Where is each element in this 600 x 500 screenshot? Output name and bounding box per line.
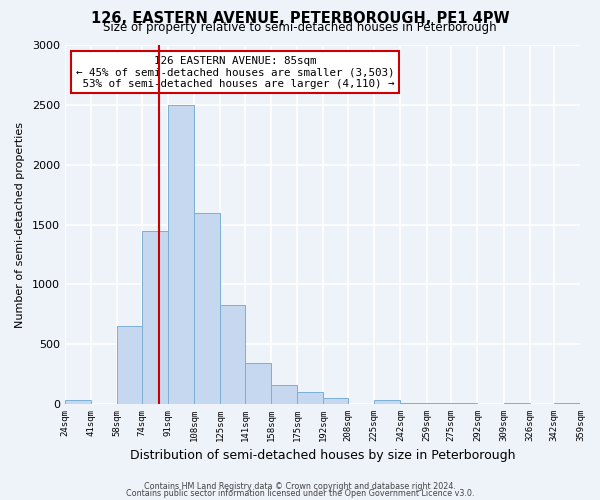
Bar <box>323 398 348 404</box>
Bar <box>168 105 194 404</box>
Text: Size of property relative to semi-detached houses in Peterborough: Size of property relative to semi-detach… <box>103 21 497 34</box>
Y-axis label: Number of semi-detached properties: Number of semi-detached properties <box>15 122 25 328</box>
Text: Contains public sector information licensed under the Open Government Licence v3: Contains public sector information licen… <box>126 489 474 498</box>
Bar <box>65 400 91 404</box>
Bar <box>117 326 142 404</box>
Bar <box>220 304 245 404</box>
X-axis label: Distribution of semi-detached houses by size in Peterborough: Distribution of semi-detached houses by … <box>130 450 515 462</box>
Text: Contains HM Land Registry data © Crown copyright and database right 2024.: Contains HM Land Registry data © Crown c… <box>144 482 456 491</box>
Bar <box>374 400 400 404</box>
Bar <box>271 385 298 404</box>
Bar <box>194 212 220 404</box>
Text: 126, EASTERN AVENUE, PETERBOROUGH, PE1 4PW: 126, EASTERN AVENUE, PETERBOROUGH, PE1 4… <box>91 11 509 26</box>
Bar <box>298 392 323 404</box>
Bar <box>142 230 168 404</box>
Text: 126 EASTERN AVENUE: 85sqm
← 45% of semi-detached houses are smaller (3,503)
 53%: 126 EASTERN AVENUE: 85sqm ← 45% of semi-… <box>76 56 394 89</box>
Bar <box>245 364 271 404</box>
